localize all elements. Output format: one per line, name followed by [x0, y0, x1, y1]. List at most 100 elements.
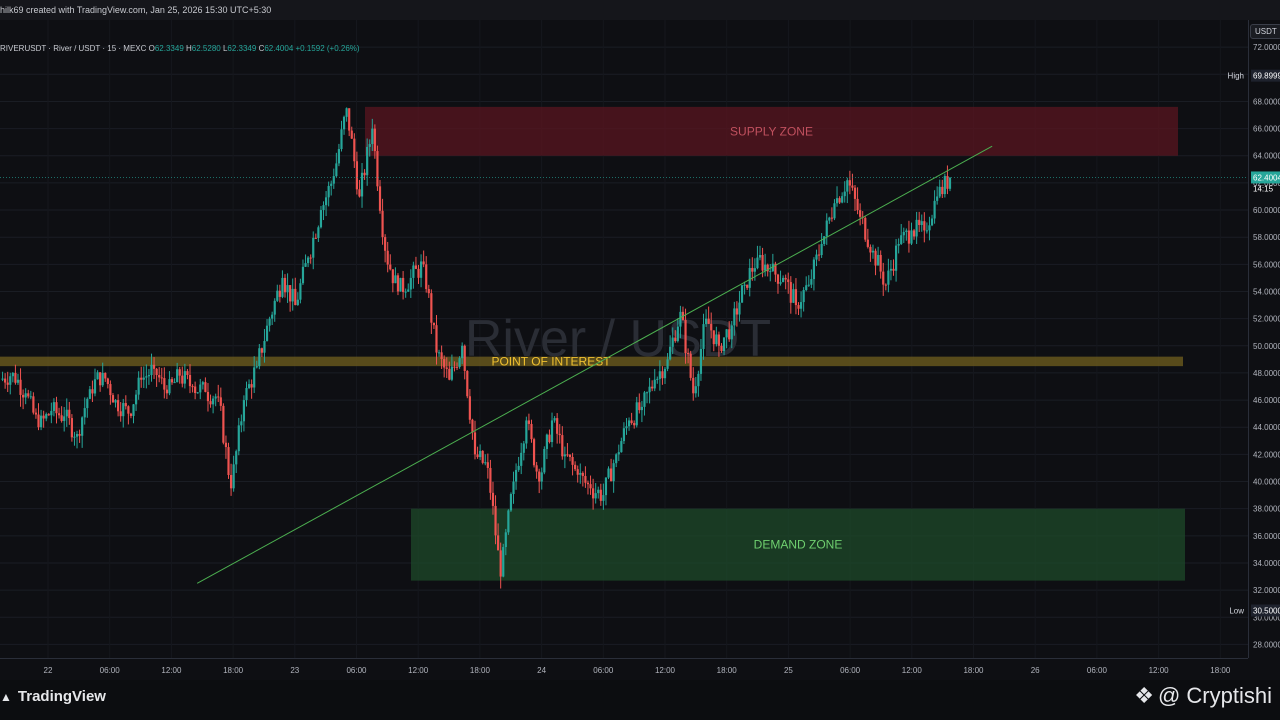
candle-body — [894, 245, 898, 271]
candle-body — [476, 454, 479, 458]
currency-badge[interactable]: USDT — [1250, 24, 1280, 39]
candle-body — [728, 329, 731, 340]
candle-body — [335, 163, 338, 177]
candle-body — [887, 270, 890, 285]
candle-body — [679, 311, 682, 327]
candle-body — [874, 250, 877, 266]
candle-body — [828, 217, 831, 221]
candle-body — [158, 375, 161, 378]
candle-body — [684, 319, 687, 354]
candle-body — [509, 494, 513, 511]
candle-body — [558, 433, 561, 436]
candle-body — [892, 268, 895, 271]
candle-body — [627, 420, 631, 427]
candle-body — [776, 274, 780, 284]
candle-body — [378, 186, 382, 211]
time-tick-label: 06:00 — [346, 666, 367, 675]
candle-body — [597, 489, 600, 494]
candle-body — [394, 275, 397, 284]
candle-body — [473, 432, 477, 455]
candle-body — [622, 428, 626, 442]
candle-body — [517, 465, 520, 470]
candle-body — [173, 382, 176, 384]
candle-body — [802, 290, 805, 303]
candle-body — [417, 268, 420, 278]
candle-body — [55, 402, 58, 414]
candle-body — [376, 151, 379, 187]
price-axis-scale[interactable]: 72.000070.000068.000066.000064.000062.00… — [1225, 20, 1280, 658]
candle-body — [877, 254, 880, 266]
candle-body — [170, 379, 174, 383]
close-value: 62.4004 — [264, 44, 294, 53]
time-axis[interactable]: 22 06:00 12:00 18:00 23 06:00 12:00 18:00 24 06:0… — [0, 658, 1248, 681]
tradingview-logo[interactable]: ▲ TradingView — [0, 688, 106, 705]
candle-body — [630, 420, 633, 424]
candle-body — [925, 230, 928, 232]
candle-body — [152, 364, 156, 369]
candle-body — [941, 186, 944, 195]
candle-body — [276, 290, 279, 301]
chart-area[interactable]: River / USDT SUPPLY ZONE POINT OF INTEREST… — [0, 20, 1248, 658]
candle-body — [761, 254, 764, 271]
candle-body — [545, 434, 548, 449]
time-axis-scale[interactable]: 22 06:00 12:00 18:00 23 06:00 12:00 18:00 24 06:0… — [0, 659, 1248, 681]
candle-body — [466, 370, 469, 397]
footer-bar: ▲ TradingView ❖ @ Cryptishi — [0, 680, 1280, 720]
candle-body — [869, 246, 872, 253]
candle-body — [532, 439, 536, 466]
price-tick-label: 30.0000 — [1253, 613, 1280, 622]
candle-body — [4, 378, 7, 383]
candle-body — [224, 442, 228, 448]
price-axis[interactable]: 72.000070.000068.000066.000064.000062.00… — [1225, 20, 1280, 658]
low-tag-bg — [1251, 604, 1280, 617]
candle-body — [353, 138, 356, 162]
candle-body — [725, 329, 728, 338]
candle-body — [70, 418, 73, 438]
low-value: 62.3349 — [227, 44, 257, 53]
candle-body — [247, 384, 251, 389]
time-tick-label: 12:00 — [1149, 666, 1170, 675]
candle-body — [553, 418, 556, 421]
candle-body — [440, 352, 443, 360]
candle-body — [16, 379, 20, 383]
candle-body — [574, 464, 577, 470]
candle-body — [833, 203, 836, 219]
candle-body — [191, 386, 194, 388]
open-value: 62.3349 — [154, 44, 184, 53]
creator-credit: hilk69 created with TradingView.com, Jan… — [0, 5, 272, 15]
candle-body — [217, 396, 220, 398]
candle-body — [920, 221, 923, 226]
candle-body — [609, 468, 613, 482]
candle-body — [181, 375, 184, 384]
candle-body — [83, 408, 86, 418]
candle-body — [615, 454, 618, 464]
candle-body — [358, 189, 361, 197]
candle-body — [638, 402, 641, 411]
candle-body — [332, 176, 335, 184]
candle-body — [735, 308, 738, 315]
symbol-label: RIVERUSDT · River / USDT · 15 · MEXC — [0, 44, 147, 53]
candle-body — [260, 348, 263, 353]
poi-zone-label: POINT OF INTEREST — [491, 354, 611, 368]
ohlc-legend: RIVERUSDT · River / USDT · 15 · MEXC O62… — [0, 44, 360, 53]
candle-body — [897, 243, 900, 246]
candle-body — [527, 420, 531, 424]
candle-body — [199, 384, 202, 393]
candle-body — [150, 364, 153, 376]
candle-body — [548, 434, 551, 443]
price-tick-label: 48.0000 — [1253, 369, 1280, 378]
candle-body — [75, 434, 79, 437]
candle-body — [563, 454, 566, 457]
candle-body — [889, 268, 893, 271]
candle-body — [42, 415, 45, 419]
candle-body — [787, 279, 790, 283]
candle-body — [132, 404, 135, 416]
candle-body — [360, 172, 364, 197]
candle-body — [286, 285, 289, 293]
candle-body — [37, 414, 40, 428]
candle-body — [402, 277, 405, 292]
candle-body — [309, 257, 312, 259]
candle-body — [579, 472, 582, 475]
candle-body — [471, 419, 474, 433]
